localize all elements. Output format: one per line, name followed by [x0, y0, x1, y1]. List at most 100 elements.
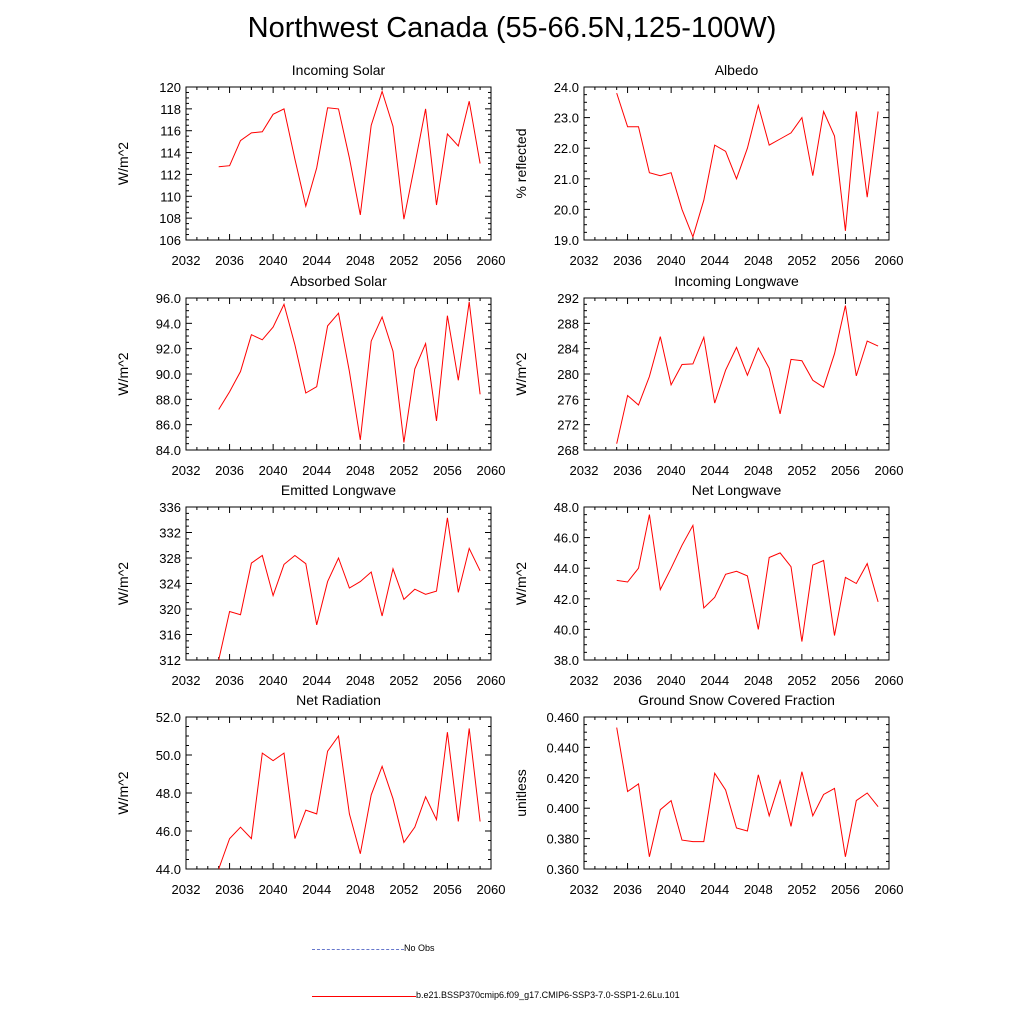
y-tick-label: 0.420 [546, 771, 579, 786]
plot-frame [583, 506, 890, 661]
y-tick-label: 86.0 [156, 418, 181, 433]
legend-model-line [312, 996, 416, 997]
chart-panel-6: 2032 2036 2040 2044 2048 2052 2056 2060 38.0 40.0… [513, 482, 903, 688]
x-tick-label: 2044 [302, 253, 331, 268]
x-tick-label: 2060 [875, 882, 904, 897]
chart-panel-5: 2032 2036 2040 2044 2048 2052 2056 2060 312 316 32… [115, 482, 505, 688]
x-tick-label: 2032 [172, 882, 201, 897]
chart-panel-3: 2032 2036 2040 2044 2048 2052 2056 2060 84.0 86.0… [115, 273, 505, 478]
x-tick-label: 2056 [433, 463, 462, 478]
x-tick-label: 2060 [477, 253, 506, 268]
chart-panel-4: 2032 2036 2040 2044 2048 2052 2056 2060 268 272 27… [513, 273, 903, 478]
x-tick-label: 2040 [259, 673, 288, 688]
x-tick-label: 2056 [433, 673, 462, 688]
y-tick-label: 108 [159, 211, 181, 226]
figure-title: Northwest Canada (55-66.5N,125-100W) [247, 12, 777, 44]
y-tick-label: 284 [557, 342, 579, 357]
x-tick-label: 2036 [613, 673, 642, 688]
y-tick-label: 280 [557, 367, 579, 382]
series-line [616, 727, 879, 857]
y-axis-label: W/m^2 [513, 352, 529, 395]
y-tick-label: 0.360 [546, 862, 579, 877]
y-tick-label: 288 [557, 316, 579, 331]
x-tick-label: 2036 [215, 673, 244, 688]
x-tick-label: 2060 [477, 463, 506, 478]
x-tick-label: 2052 [787, 673, 816, 688]
x-tick-label: 2036 [613, 463, 642, 478]
y-tick-label: 0.380 [546, 832, 579, 847]
x-tick-label: 2052 [787, 463, 816, 478]
y-tick-label: 312 [159, 653, 181, 668]
plot-frame [185, 297, 492, 451]
y-axis-label: W/m^2 [115, 562, 131, 605]
x-tick-label: 2052 [389, 253, 418, 268]
x-tick-label: 2048 [744, 463, 773, 478]
x-tick-label: 2040 [259, 253, 288, 268]
y-tick-label: 38.0 [554, 653, 579, 668]
panel-title: Net Longwave [692, 482, 782, 498]
x-tick-label: 2040 [657, 673, 686, 688]
y-tick-label: 22.0 [554, 141, 579, 156]
chart-panel-7: 2032 2036 2040 2044 2048 2052 2056 2060 44.0 46.0… [115, 692, 505, 897]
series-line [218, 89, 481, 220]
y-tick-label: 20.0 [554, 202, 579, 217]
y-tick-label: 120 [159, 80, 181, 95]
x-tick-label: 2040 [657, 463, 686, 478]
x-tick-label: 2056 [831, 673, 860, 688]
x-tick-label: 2036 [215, 253, 244, 268]
y-tick-label: 118 [160, 102, 181, 117]
x-tick-label: 2040 [259, 882, 288, 897]
y-tick-label: 19.0 [554, 233, 579, 248]
x-tick-label: 2032 [172, 463, 201, 478]
y-tick-label: 112 [160, 167, 181, 182]
y-tick-label: 0.460 [546, 710, 579, 725]
panel-title: Incoming Longwave [674, 273, 799, 289]
series-line [616, 514, 879, 642]
y-axis-label: % reflected [513, 128, 529, 198]
y-tick-label: 320 [159, 602, 181, 617]
y-tick-label: 50.0 [156, 748, 181, 763]
y-tick-label: 114 [160, 146, 181, 161]
x-tick-label: 2040 [657, 882, 686, 897]
series-line [218, 517, 481, 661]
y-tick-label: 46.0 [156, 824, 181, 839]
y-tick-label: 324 [159, 577, 181, 592]
x-tick-label: 2060 [477, 882, 506, 897]
x-tick-label: 2044 [302, 882, 331, 897]
y-tick-label: 292 [557, 291, 579, 306]
y-tick-label: 276 [557, 392, 579, 407]
y-tick-label: 94.0 [156, 316, 181, 331]
x-tick-label: 2052 [389, 882, 418, 897]
panel-title: Emitted Longwave [281, 482, 396, 498]
series-line [616, 92, 879, 239]
y-tick-label: 44.0 [554, 561, 579, 576]
panel-title: Albedo [715, 62, 759, 78]
x-tick-label: 2056 [433, 882, 462, 897]
x-tick-label: 2032 [570, 882, 599, 897]
x-tick-label: 2052 [389, 673, 418, 688]
y-axis-label: unitless [513, 769, 529, 816]
y-tick-label: 316 [159, 628, 181, 643]
x-tick-label: 2048 [346, 882, 375, 897]
x-tick-label: 2032 [570, 463, 599, 478]
series-line [218, 301, 481, 443]
legend-obs-label: No Obs [404, 943, 435, 953]
y-tick-label: 336 [159, 500, 181, 515]
y-tick-label: 48.0 [156, 786, 181, 801]
panel-title: Incoming Solar [292, 62, 386, 78]
y-axis-label: W/m^2 [115, 352, 131, 395]
legend-model-label: b.e21.BSSP370cmip6.f09_g17.CMIP6-SSP3-7.… [416, 990, 680, 1000]
y-tick-label: 90.0 [156, 367, 181, 382]
x-tick-label: 2044 [700, 882, 729, 897]
y-tick-label: 23.0 [554, 111, 579, 126]
x-tick-label: 2036 [613, 882, 642, 897]
x-tick-label: 2032 [172, 673, 201, 688]
y-tick-label: 24.0 [554, 80, 579, 95]
x-tick-label: 2032 [570, 673, 599, 688]
y-tick-label: 268 [557, 443, 579, 458]
x-tick-label: 2060 [875, 673, 904, 688]
y-tick-label: 272 [557, 418, 579, 433]
x-tick-label: 2060 [477, 673, 506, 688]
y-tick-label: 42.0 [554, 592, 579, 607]
